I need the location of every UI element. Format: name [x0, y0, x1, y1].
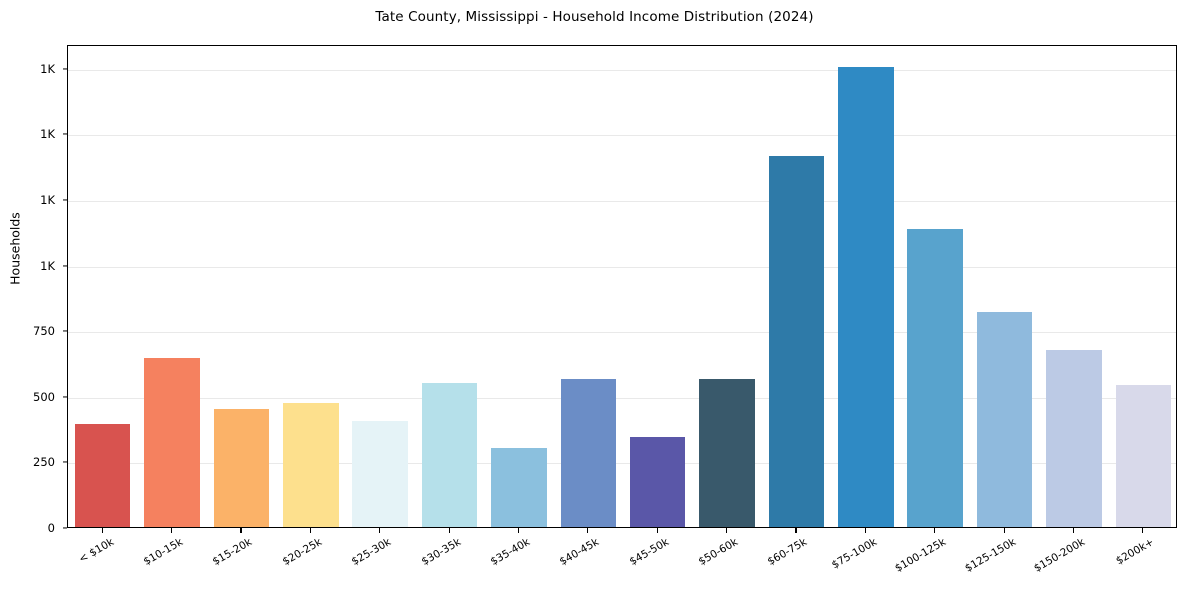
x-tick-mark	[517, 528, 520, 533]
x-tick-mark	[379, 528, 381, 533]
bar[interactable]	[421, 382, 478, 527]
y-tick-label: 1K	[40, 127, 55, 142]
y-tick-label: 1K	[40, 258, 55, 273]
y-tick-label: 0	[47, 521, 55, 535]
bar[interactable]	[283, 402, 339, 527]
x-axis: < $10k $10-15k $15-20k $20-25k $25-30k $30-35…	[67, 528, 1177, 590]
gridline	[68, 69, 1176, 71]
bar[interactable]	[768, 156, 825, 527]
y-tick-mark	[62, 330, 67, 332]
bar[interactable]	[213, 408, 270, 527]
x-tick-mark	[1003, 528, 1005, 533]
x-tick-mark	[101, 528, 103, 533]
bar[interactable]	[699, 378, 755, 527]
y-tick-mark	[62, 396, 67, 398]
x-tick-mark	[934, 528, 936, 533]
chart-title: Tate County, Mississippi - Household Inc…	[375, 9, 814, 25]
y-tick-mark	[62, 199, 67, 201]
bar[interactable]	[976, 311, 1033, 527]
y-tick-label: 500	[33, 389, 55, 404]
y-tick-label: 250	[33, 455, 55, 470]
x-tick-mark	[448, 528, 450, 533]
bar[interactable]	[1115, 384, 1172, 527]
plot-area	[67, 45, 1177, 528]
gridline	[68, 332, 1176, 334]
x-tick-mark	[1072, 528, 1075, 533]
x-tick-mark	[309, 528, 311, 533]
x-tick-mark	[864, 528, 866, 533]
x-tick-mark	[240, 528, 242, 533]
x-tick-mark	[656, 528, 658, 533]
bar[interactable]	[907, 228, 963, 527]
gridline	[68, 266, 1176, 268]
y-tick-label: 1K	[40, 192, 55, 207]
gridline	[68, 135, 1176, 137]
x-tick-mark	[1142, 528, 1144, 533]
y-tick-mark	[62, 461, 67, 463]
y-tick-mark	[62, 68, 67, 70]
y-tick-mark	[62, 527, 67, 529]
x-tick-mark	[726, 528, 728, 533]
y-tick-label: 1K	[40, 61, 55, 76]
x-tick-mark	[171, 528, 173, 533]
gridlines	[68, 46, 1176, 527]
bar[interactable]	[629, 436, 686, 527]
bar[interactable]	[560, 378, 617, 527]
gridline	[68, 463, 1176, 465]
x-tick-mark	[795, 528, 797, 533]
y-tick-label: 750	[33, 324, 55, 339]
bar[interactable]	[144, 357, 200, 527]
x-tick-mark	[587, 528, 589, 533]
bar[interactable]	[838, 67, 894, 527]
bar-series	[68, 46, 1176, 527]
gridline	[68, 397, 1176, 399]
y-tick-mark	[62, 264, 67, 267]
y-tick-mark	[62, 133, 67, 135]
y-axis: 0 250 500 750 1K 1K 1K 1K	[0, 45, 67, 535]
gridline	[68, 200, 1176, 202]
bar[interactable]	[491, 448, 547, 527]
bar[interactable]	[352, 420, 408, 527]
bar[interactable]	[1046, 349, 1102, 527]
bar[interactable]	[74, 424, 131, 527]
